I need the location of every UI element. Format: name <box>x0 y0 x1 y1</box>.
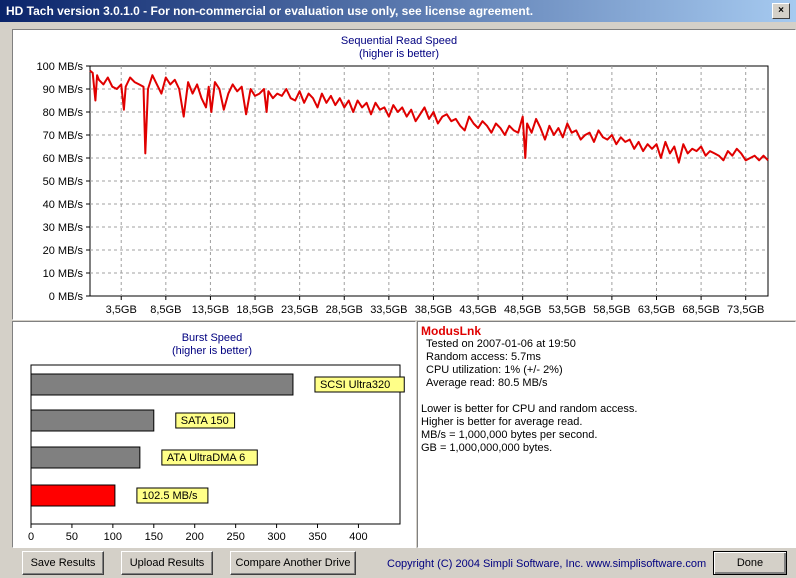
burst-bar-label: 102.5 MB/s <box>142 490 198 502</box>
upload-results-button[interactable]: Upload Results <box>121 551 213 575</box>
random-access: Random access: 5.7ms <box>426 351 541 363</box>
compare-drive-button[interactable]: Compare Another Drive <box>230 551 356 575</box>
y-tick-label: 70 MB/s <box>43 130 84 142</box>
burst-bar-label-box <box>136 487 209 504</box>
burst-bar-label-box <box>314 376 405 393</box>
x-tick-label: 13,5GB <box>192 304 229 316</box>
compare-drive-label: Compare Another Drive <box>235 557 351 569</box>
sequential-read-panel: Sequential Read Speed (higher is better)… <box>12 29 796 320</box>
window-title: HD Tach version 3.0.1.0 - For non-commer… <box>6 4 534 18</box>
burst-bar-label-box <box>161 449 258 466</box>
y-tick-label: 80 MB/s <box>43 107 84 119</box>
burst-bar-label: SATA 150 <box>181 415 229 427</box>
x-tick-label: 53,5GB <box>549 304 586 316</box>
y-tick-label: 20 MB/s <box>43 245 84 257</box>
y-tick-label: 60 MB/s <box>43 153 84 165</box>
y-tick-label: 40 MB/s <box>43 199 84 211</box>
results-info-panel: ModusLnk Tested on 2007-01-06 at 19:50 R… <box>417 321 796 548</box>
x-tick-label: 18,5GB <box>236 304 273 316</box>
y-tick-label: 50 MB/s <box>43 176 84 188</box>
x-tick-label: 58,5GB <box>593 304 630 316</box>
y-tick-label: 100 MB/s <box>37 61 84 73</box>
burst-x-tick-label: 400 <box>349 531 367 543</box>
note-lower-better: Lower is better for CPU and random acces… <box>421 403 638 415</box>
burst-bar <box>30 373 294 396</box>
x-tick-label: 38,5GB <box>415 304 452 316</box>
burst-speed-panel: Burst Speed (higher is better) 0 50 100 150… <box>12 321 416 548</box>
tested-on: Tested on 2007-01-06 at 19:50 <box>426 338 576 350</box>
burst-x-tick-label: 100 <box>104 531 122 543</box>
x-tick-label: 3,5GB <box>106 304 137 316</box>
close-icon[interactable]: × <box>772 3 790 19</box>
x-tick-label: 63,5GB <box>638 304 675 316</box>
burst-chart-title: Burst Speed <box>182 332 243 344</box>
x-tick-label: 48,5GB <box>504 304 541 316</box>
burst-speed-chart: Burst Speed (higher is better) 0 50 100 150… <box>28 332 405 543</box>
y-tick-label: 90 MB/s <box>43 84 84 96</box>
x-tick-label: 8,5GB <box>150 304 181 316</box>
burst-x-tick-label: 300 <box>267 531 285 543</box>
burst-bar-label: ATA UltraDMA 6 <box>167 452 245 464</box>
y-tick-label: 0 MB/s <box>49 291 84 303</box>
x-tick-label: 33,5GB <box>370 304 407 316</box>
note-mbs-definition: MB/s = 1,000,000 bytes per second. <box>421 429 598 441</box>
sequential-chart-title: Sequential Read Speed <box>341 35 457 47</box>
x-tick-label: 68,5GB <box>682 304 719 316</box>
cpu-utilization: CPU utilization: 1% (+/- 2%) <box>426 364 563 376</box>
save-results-button[interactable]: Save Results <box>22 551 104 575</box>
done-button[interactable]: Done <box>713 551 787 575</box>
note-gb-definition: GB = 1,000,000,000 bytes. <box>421 442 553 454</box>
burst-bar-label-box <box>175 412 236 429</box>
sequential-read-line <box>89 69 769 164</box>
burst-x-tick-label: 50 <box>66 531 78 543</box>
sequential-read-chart: Sequential Read Speed (higher is better)… <box>37 35 769 316</box>
average-read: Average read: 80.5 MB/s <box>426 377 548 389</box>
burst-x-tick-label: 350 <box>308 531 326 543</box>
note-higher-better: Higher is better for average read. <box>421 416 583 428</box>
y-tick-label: 30 MB/s <box>43 222 84 234</box>
burst-x-tick-label: 250 <box>226 531 244 543</box>
burst-x-tick-label: 0 <box>28 531 34 543</box>
burst-chart-subtitle: (higher is better) <box>172 345 252 357</box>
save-results-label: Save Results <box>30 557 96 569</box>
sequential-chart-subtitle: (higher is better) <box>359 48 439 60</box>
x-tick-label: 28,5GB <box>326 304 363 316</box>
x-tick-label: 43,5GB <box>459 304 496 316</box>
copyright-text: Copyright (C) 2004 Simpli Software, Inc.… <box>387 558 707 570</box>
drive-name: ModusLnk <box>421 324 481 338</box>
y-tick-label: 10 MB/s <box>43 268 84 280</box>
burst-bar <box>30 409 155 432</box>
burst-bar-label: SCSI Ultra320 <box>320 379 390 391</box>
x-tick-label: 73,5GB <box>727 304 764 316</box>
burst-bar <box>30 446 141 469</box>
upload-results-label: Upload Results <box>129 557 205 569</box>
done-label: Done <box>736 557 764 569</box>
x-tick-label: 23,5GB <box>281 304 318 316</box>
burst-x-tick-label: 200 <box>186 531 204 543</box>
burst-bar <box>30 484 116 507</box>
title-bar: HD Tach version 3.0.1.0 - For non-commer… <box>0 0 796 22</box>
burst-x-tick-label: 150 <box>145 531 163 543</box>
